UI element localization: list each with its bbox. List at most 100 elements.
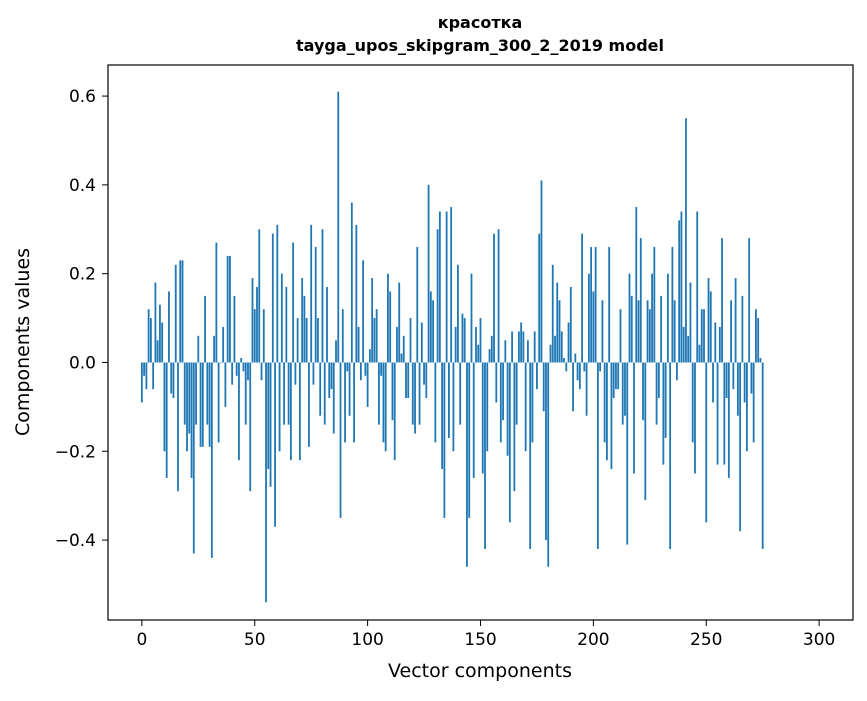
- bar: [253, 309, 256, 363]
- y-tick-label: −0.2: [55, 442, 96, 462]
- bar: [673, 300, 676, 363]
- bar: [217, 362, 220, 443]
- bar: [563, 358, 565, 363]
- bar: [531, 362, 534, 443]
- bar: [373, 318, 376, 363]
- bar: [694, 362, 696, 474]
- bar: [508, 362, 511, 523]
- bar: [558, 300, 561, 363]
- bar: [463, 318, 466, 363]
- bar: [502, 362, 504, 421]
- bar: [382, 362, 385, 443]
- bar: [305, 318, 308, 363]
- bar: [247, 362, 249, 381]
- bar: [608, 247, 611, 363]
- bar: [332, 362, 335, 434]
- bar: [238, 362, 240, 461]
- bar: [447, 362, 450, 438]
- bar: [657, 362, 660, 398]
- bar: [441, 362, 444, 470]
- bar: [287, 362, 290, 425]
- bar: [484, 362, 486, 549]
- bar: [725, 362, 728, 398]
- bar: [536, 362, 538, 390]
- x-tick-label: 0: [136, 630, 147, 650]
- bar: [222, 326, 225, 363]
- x-tick-label: 300: [803, 630, 835, 650]
- bar: [583, 362, 586, 372]
- bar: [529, 362, 532, 549]
- bar: [278, 362, 281, 452]
- bar: [572, 362, 574, 412]
- bar: [350, 202, 353, 363]
- bar: [346, 362, 349, 372]
- bar: [651, 273, 653, 363]
- bar: [143, 362, 146, 376]
- bar: [574, 353, 577, 363]
- chart-subtitle: tayga_upos_skipgram_300_2_2019 model: [296, 36, 664, 55]
- bar: [493, 233, 495, 363]
- bar: [698, 344, 701, 363]
- bar: [468, 362, 471, 518]
- bar: [161, 322, 164, 363]
- bar: [504, 340, 507, 363]
- bar: [533, 331, 536, 363]
- bar: [554, 335, 556, 363]
- bar: [723, 362, 726, 465]
- bar: [145, 362, 148, 390]
- bar: [326, 287, 328, 363]
- chart-title: красотка: [438, 13, 523, 32]
- bar: [432, 300, 434, 363]
- bar: [420, 322, 423, 363]
- bar: [337, 91, 340, 363]
- bar: [310, 224, 313, 363]
- bar: [545, 362, 547, 541]
- bar: [621, 362, 624, 425]
- bar: [362, 260, 365, 363]
- bar: [357, 326, 360, 363]
- bar: [229, 255, 231, 363]
- bar: [258, 229, 261, 363]
- bar: [199, 362, 202, 447]
- bar: [691, 362, 694, 443]
- bar: [186, 362, 188, 452]
- bar: [635, 207, 638, 363]
- y-tick-label: 0.6: [69, 87, 96, 107]
- bar: [308, 362, 310, 447]
- bar: [459, 362, 462, 425]
- bar: [452, 362, 455, 452]
- y-tick-label: 0.2: [69, 265, 96, 285]
- bar: [208, 362, 211, 447]
- bar: [423, 362, 425, 385]
- bar: [488, 349, 491, 363]
- bar: [438, 211, 441, 363]
- bar: [301, 278, 304, 363]
- bar: [140, 362, 143, 403]
- bar: [718, 326, 721, 363]
- bar: [705, 362, 708, 523]
- bar: [242, 362, 245, 372]
- bar: [687, 335, 690, 363]
- bar: [380, 362, 383, 376]
- bar: [177, 362, 179, 492]
- bar: [664, 362, 667, 438]
- bar: [416, 247, 419, 363]
- bar: [298, 362, 301, 461]
- bar: [585, 362, 588, 416]
- bar: [389, 291, 392, 363]
- bar: [527, 340, 529, 363]
- bar: [341, 309, 344, 363]
- bar: [617, 362, 620, 390]
- x-tick-label: 150: [464, 630, 496, 650]
- bar: [513, 362, 516, 492]
- bar: [427, 184, 430, 363]
- bar: [590, 247, 593, 363]
- bar: [328, 362, 331, 398]
- x-tick-label: 200: [577, 630, 609, 650]
- bar: [551, 264, 554, 363]
- bar: [149, 318, 152, 363]
- bar: [739, 362, 742, 532]
- bar: [721, 238, 723, 363]
- bar: [599, 362, 602, 372]
